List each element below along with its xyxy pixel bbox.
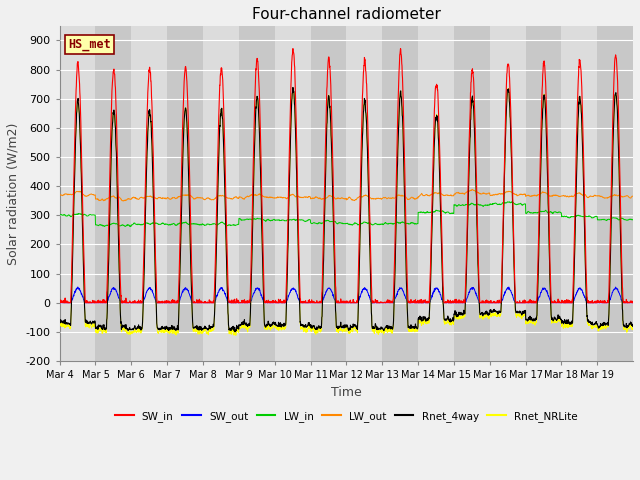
Bar bbox=[490, 26, 525, 361]
Bar bbox=[382, 26, 418, 361]
Bar bbox=[203, 26, 239, 361]
Bar bbox=[60, 26, 95, 361]
Bar bbox=[561, 26, 597, 361]
Bar bbox=[95, 26, 131, 361]
Bar bbox=[310, 26, 346, 361]
Bar bbox=[239, 26, 275, 361]
Bar bbox=[418, 26, 454, 361]
Text: HS_met: HS_met bbox=[68, 37, 111, 50]
Bar bbox=[275, 26, 310, 361]
Title: Four-channel radiometer: Four-channel radiometer bbox=[252, 7, 441, 22]
Bar bbox=[131, 26, 167, 361]
X-axis label: Time: Time bbox=[331, 385, 362, 398]
Legend: SW_in, SW_out, LW_in, LW_out, Rnet_4way, Rnet_NRLite: SW_in, SW_out, LW_in, LW_out, Rnet_4way,… bbox=[111, 407, 582, 426]
Bar bbox=[346, 26, 382, 361]
Bar bbox=[597, 26, 633, 361]
Bar bbox=[167, 26, 203, 361]
Y-axis label: Solar radiation (W/m2): Solar radiation (W/m2) bbox=[7, 122, 20, 264]
Bar bbox=[454, 26, 490, 361]
Bar bbox=[525, 26, 561, 361]
